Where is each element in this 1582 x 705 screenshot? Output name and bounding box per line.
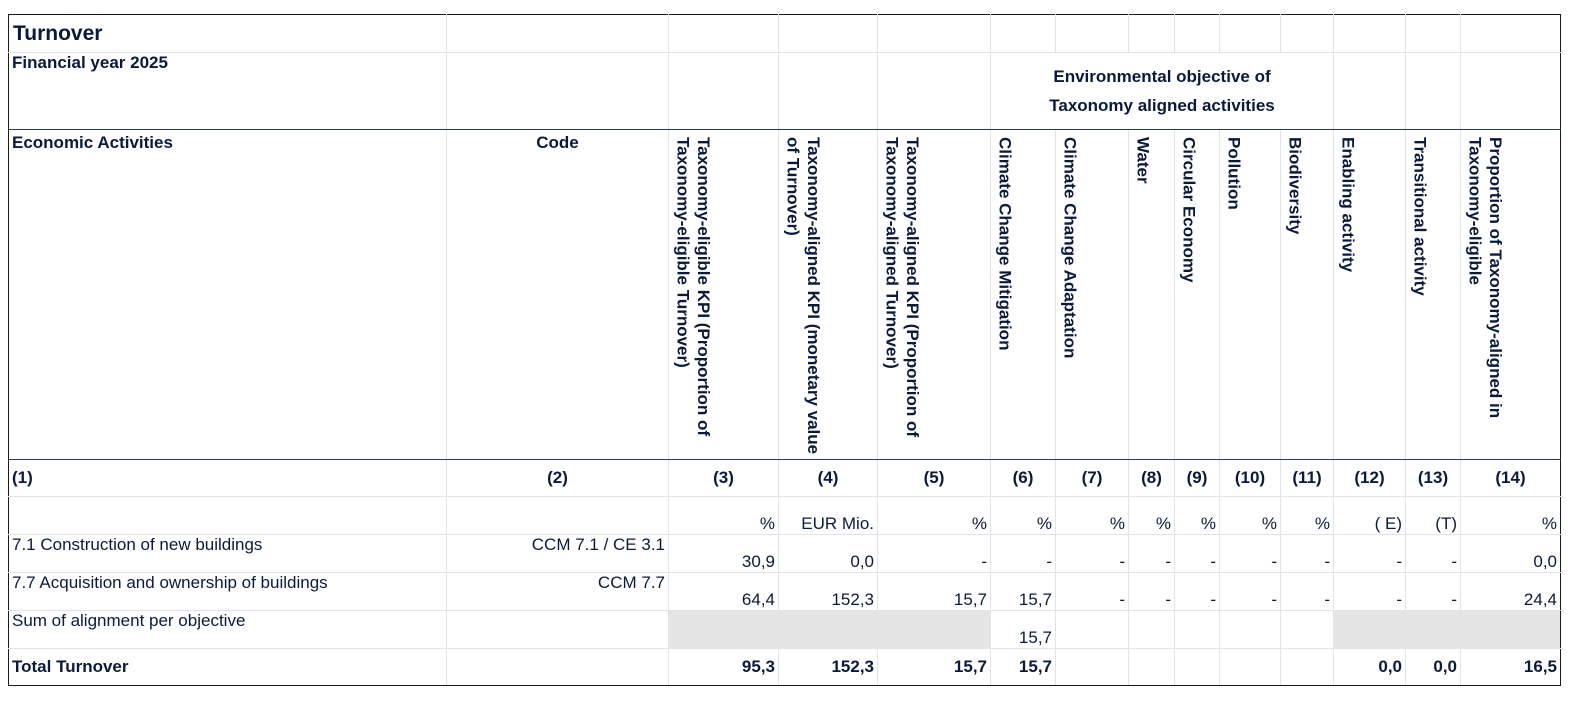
header-proportion-aligned: Proportion of Taxonomy-aligned in Taxono…: [1465, 137, 1505, 419]
total-value: 152,3: [778, 648, 878, 686]
cell-value: -: [1333, 572, 1406, 611]
total-value: 15,7: [877, 648, 991, 686]
cell-value: -: [1055, 534, 1129, 573]
cell-value: -: [1219, 572, 1281, 611]
env-objective-line1: Environmental objective of: [1053, 67, 1271, 86]
unit-label: %: [877, 496, 991, 535]
cell-value: -: [1219, 534, 1281, 573]
unit-label: EUR Mio.: [778, 496, 878, 535]
sum-ccm-value: 15,7: [990, 610, 1056, 649]
cell-value: 64,4: [668, 572, 779, 611]
cell-value: 15,7: [877, 572, 991, 611]
header-circular-economy: Circular Economy: [1179, 137, 1199, 283]
header-transitional-activity: Transitional activity: [1410, 137, 1430, 296]
activity-code: CCM 7.7: [446, 572, 669, 611]
cell-value: 24,4: [1460, 572, 1561, 611]
column-number: (7): [1055, 459, 1129, 497]
total-row: Total Turnover 95,3 152,3 15,7 15,7 0,0 …: [8, 648, 1561, 686]
column-number: (5): [877, 459, 991, 497]
cell-value: -: [1405, 572, 1461, 611]
column-number: (4): [778, 459, 878, 497]
cell-value: -: [1128, 534, 1175, 573]
header-aligned-kpi-proportion: Taxonomy-aligned KPI (Proportion of Taxo…: [882, 137, 922, 438]
sum-row: Sum of alignment per objective 15,7: [8, 610, 1561, 649]
table-row: 7.1 Construction of new buildings CCM 7.…: [8, 534, 1561, 573]
header-water: Water: [1133, 137, 1153, 184]
column-number: (3): [668, 459, 779, 497]
cell-value: -: [1280, 534, 1334, 573]
cell-value: -: [990, 534, 1056, 573]
column-number: (2): [446, 459, 669, 497]
total-value: 95,3: [668, 648, 779, 686]
header-biodiversity: Biodiversity: [1285, 137, 1305, 235]
header-pollution: Pollution: [1224, 137, 1244, 210]
financial-year: Financial year 2025: [8, 52, 447, 130]
column-number: (14): [1460, 459, 1561, 497]
column-number: (8): [1128, 459, 1175, 497]
unit-label: %: [1460, 496, 1561, 535]
unit-label: %: [990, 496, 1056, 535]
cell-value: -: [1174, 572, 1220, 611]
unit-label: %: [1055, 496, 1129, 535]
activity-name: 7.1 Construction of new buildings: [8, 534, 447, 573]
total-value: 0,0: [1333, 648, 1406, 686]
cell-value: -: [1405, 534, 1461, 573]
header-code: Code: [446, 129, 669, 460]
unit-label: %: [1174, 496, 1220, 535]
table-title: Turnover: [8, 14, 447, 53]
header-aligned-kpi-monetary: Taxonomy-aligned KPI (monetary value of …: [783, 137, 823, 455]
env-objective-heading: Environmental objective of Taxonomy alig…: [990, 52, 1334, 130]
column-number: (9): [1174, 459, 1220, 497]
cell-value: 30,9: [668, 534, 779, 573]
cell-value: 0,0: [1460, 534, 1561, 573]
cell-value: 15,7: [990, 572, 1056, 611]
column-number: (6): [990, 459, 1056, 497]
column-number: (11): [1280, 459, 1334, 497]
unit-label: ( E): [1333, 496, 1406, 535]
total-value: 15,7: [990, 648, 1056, 686]
header-economic-activities: Economic Activities: [8, 129, 447, 460]
header-enabling-activity: Enabling activity: [1338, 137, 1358, 273]
column-number: (12): [1333, 459, 1406, 497]
column-number: (10): [1219, 459, 1281, 497]
unit-label: %: [1280, 496, 1334, 535]
unit-label: %: [668, 496, 779, 535]
column-number: (1): [8, 459, 447, 497]
activity-code: CCM 7.1 / CE 3.1: [446, 534, 669, 573]
total-label: Total Turnover: [8, 648, 447, 686]
column-number: (13): [1405, 459, 1461, 497]
total-value: 0,0: [1405, 648, 1461, 686]
taxonomy-turnover-table: Turnover Financial year 2025 Environment…: [8, 14, 1561, 686]
table-row: 7.7 Acquisition and ownership of buildin…: [8, 572, 1561, 611]
unit-label: (T): [1405, 496, 1461, 535]
header-eligible-kpi: Taxonomy-eligible KPI (Proportion of Tax…: [673, 137, 713, 437]
env-objective-line2: Taxonomy aligned activities: [1049, 96, 1275, 115]
cell-value: -: [1280, 572, 1334, 611]
cell-value: 0,0: [778, 534, 878, 573]
cell-value: 152,3: [778, 572, 878, 611]
cell-value: -: [1128, 572, 1175, 611]
total-value: 16,5: [1460, 648, 1561, 686]
header-climate-mitigation: Climate Change Mitigation: [995, 137, 1015, 351]
unit-label: %: [1128, 496, 1175, 535]
cell-value: -: [1333, 534, 1406, 573]
cell-value: -: [1174, 534, 1220, 573]
cell-value: -: [877, 534, 991, 573]
activity-name: 7.7 Acquisition and ownership of buildin…: [8, 572, 447, 611]
header-climate-adaptation: Climate Change Adaptation: [1060, 137, 1080, 359]
unit-label: %: [1219, 496, 1281, 535]
cell-value: -: [1055, 572, 1129, 611]
sum-label: Sum of alignment per objective: [8, 610, 447, 649]
